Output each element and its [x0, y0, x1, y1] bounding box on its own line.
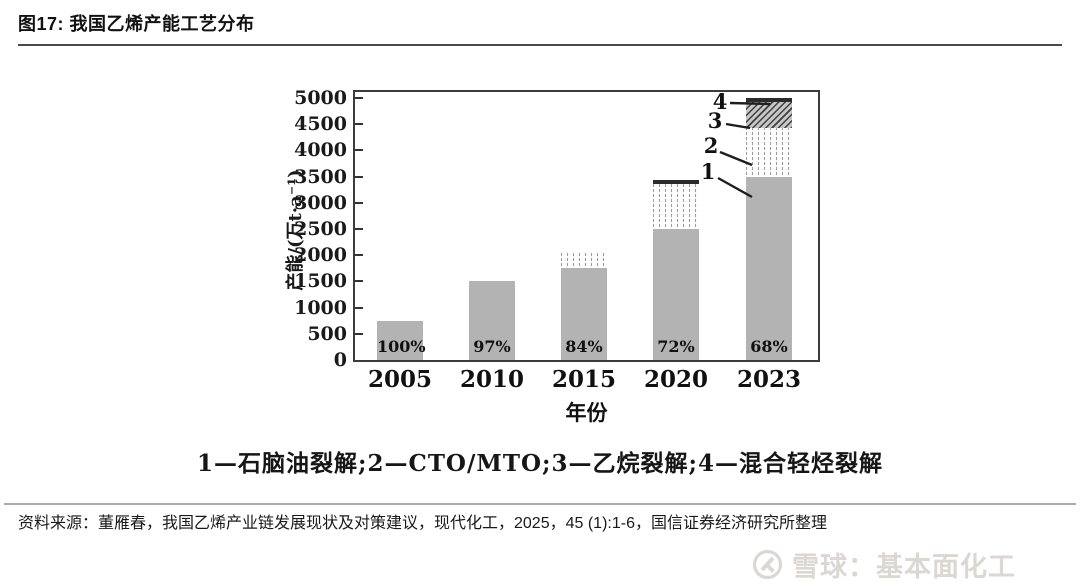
- bar-segment-3: [746, 102, 792, 128]
- figure-title: 图17: 我国乙烯产能工艺分布: [18, 14, 255, 34]
- source-text: 资料来源：董雁春，我国乙烯产业链发展现状及对策建议，现代化工，2025，45 (…: [18, 515, 827, 532]
- bar-segment-1: [653, 229, 699, 360]
- y-tick-mark: [355, 149, 363, 152]
- bar-percent-label: 72%: [657, 337, 695, 356]
- x-tick-label: 2015: [551, 366, 616, 393]
- y-tick-mark: [355, 97, 363, 99]
- y-tick-label: 2500: [294, 218, 347, 240]
- bar-segment-1: [561, 267, 607, 360]
- bar-segment-2: [746, 127, 792, 177]
- xueqiu-logo-icon: [752, 549, 783, 580]
- y-tick-label: 0: [333, 349, 347, 371]
- bar-percent-label: 100%: [377, 337, 426, 356]
- y-tick-label: 3000: [294, 191, 347, 214]
- bar-percent-label: 68%: [750, 337, 788, 356]
- source-divider: [4, 503, 1076, 505]
- y-tick-mark: [355, 228, 363, 230]
- y-tick-label: 4000: [294, 139, 347, 162]
- callout-number: 2: [703, 133, 719, 158]
- y-tick-label: 5000: [294, 87, 347, 109]
- callout-number: 1: [700, 159, 716, 184]
- y-tick-label: 4500: [294, 113, 347, 136]
- y-tick-mark: [355, 254, 363, 257]
- x-tick-label: 2010: [459, 366, 524, 393]
- y-tick-mark: [355, 332, 363, 335]
- callout-number: 3: [707, 108, 723, 133]
- y-tick-mark: [355, 123, 363, 126]
- chart-legend: 1—石脑油裂解;2—CTO/MTO;3—乙烷裂解;4—混合轻烃裂解: [197, 450, 883, 477]
- bar-segment-1: [469, 280, 515, 360]
- x-axis-title: 年份: [565, 400, 608, 425]
- y-tick-mark: [355, 201, 363, 204]
- x-tick-label: 2023: [736, 366, 801, 393]
- title-divider: [18, 44, 1062, 46]
- x-tick-label: 2005: [367, 366, 432, 393]
- bar-segment-4: [746, 98, 792, 103]
- bar-segment-4: [653, 179, 699, 185]
- bar-segment-2: [653, 184, 699, 229]
- callout-number: 4: [712, 89, 728, 114]
- y-tick-label: 1500: [294, 270, 347, 293]
- y-tick-label: 2000: [294, 244, 347, 267]
- bar-percent-label: 84%: [565, 337, 603, 356]
- y-tick-label: 3500: [294, 165, 347, 188]
- y-tick-label: 500: [307, 322, 347, 345]
- y-tick-label: 1000: [294, 296, 347, 319]
- x-tick-label: 2020: [643, 366, 708, 393]
- bar-segment-2: [561, 252, 607, 268]
- bar-segment-1: [377, 320, 423, 360]
- bar-percent-label: 97%: [473, 337, 511, 356]
- bar-segment-1: [746, 176, 792, 360]
- y-tick-mark: [355, 306, 363, 309]
- watermark: 雪球：基本面化工: [752, 545, 1016, 584]
- y-tick-mark: [355, 280, 363, 283]
- y-tick-mark: [355, 175, 363, 178]
- watermark-label: 雪球：基本面化工: [792, 552, 1016, 582]
